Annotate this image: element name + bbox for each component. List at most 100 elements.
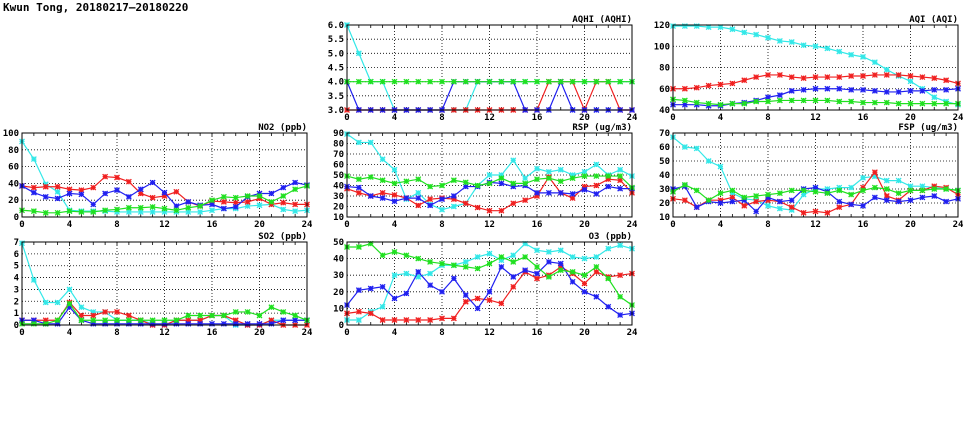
data-point-blue [462, 183, 469, 190]
data-point-green [581, 78, 588, 85]
data-point-cyan [498, 172, 505, 178]
data-point-red [860, 73, 866, 79]
data-point-blue [161, 320, 168, 327]
data-point-red [510, 283, 517, 290]
data-point-green [534, 176, 540, 183]
data-point-green [534, 78, 540, 85]
data-point-green [919, 187, 926, 194]
data-point-red [125, 178, 132, 185]
data-point-red [522, 197, 529, 204]
data-point-cyan [569, 172, 576, 178]
data-point-blue [545, 189, 552, 196]
data-point-blue [812, 184, 819, 191]
data-point-cyan [185, 209, 192, 215]
data-point-blue [931, 86, 938, 93]
data-point-cyan [379, 303, 386, 310]
data-point-blue [919, 194, 926, 201]
data-point-green [871, 184, 878, 191]
data-point-green [66, 300, 73, 307]
x-tick-label: 0 [670, 220, 675, 230]
plot-frame [21, 241, 308, 326]
data-point-green [534, 263, 540, 270]
data-point-green [185, 204, 192, 211]
data-point-cyan [800, 42, 807, 49]
data-point-blue [54, 195, 61, 202]
data-point-cyan [871, 59, 878, 66]
x-tick-label: 24 [953, 220, 964, 230]
data-point-green [617, 293, 624, 300]
y-tick-label: 30 [333, 271, 344, 281]
x-tick-label: 0 [344, 113, 349, 123]
y-tick-label: 60 [333, 161, 344, 171]
data-point-red [90, 184, 97, 191]
data-point-green [883, 99, 890, 106]
data-point-green [403, 178, 410, 185]
data-point-green [581, 272, 588, 279]
x-tick-label: 20 [579, 113, 590, 123]
data-point-cyan [705, 24, 712, 31]
x-tick-label: 16 [858, 220, 869, 230]
data-point-green [522, 253, 529, 260]
data-point-blue [125, 193, 132, 200]
data-point-green [871, 99, 878, 106]
data-point-red [403, 317, 410, 323]
data-point-cyan [415, 189, 422, 196]
data-point-red [569, 195, 576, 202]
data-point-blue [450, 193, 457, 199]
data-point-green [729, 187, 736, 194]
data-point-green [557, 78, 564, 85]
data-point-cyan [244, 203, 251, 210]
data-point-green [581, 173, 588, 180]
data-point-red [717, 81, 724, 88]
data-point-blue [355, 287, 362, 294]
x-tick-label: 24 [302, 328, 313, 338]
data-point-cyan [462, 258, 469, 265]
data-point-cyan [522, 240, 529, 247]
chart-title: NO2 (ppb) [258, 123, 307, 133]
data-point-green [102, 207, 109, 214]
data-point-green [824, 190, 831, 197]
data-point-green [860, 99, 866, 106]
data-point-green [557, 267, 564, 274]
data-point-blue [220, 320, 227, 327]
data-point-red [729, 194, 736, 201]
data-point-green [30, 320, 37, 327]
data-point-green [883, 186, 890, 192]
data-point-cyan [717, 163, 724, 170]
data-point-blue [427, 202, 434, 209]
data-point-cyan [848, 51, 855, 58]
data-point-red [788, 204, 795, 211]
data-point-red [617, 272, 624, 279]
data-point-green [427, 258, 434, 265]
data-point-green [605, 275, 612, 282]
y-tick-label: 30 [659, 185, 670, 195]
data-point-red [232, 317, 239, 324]
data-point-green [753, 98, 760, 105]
data-point-cyan [812, 43, 819, 50]
data-point-green [173, 207, 180, 214]
chart-title: O3 (ppb) [589, 232, 632, 242]
data-point-blue [161, 189, 168, 196]
data-point-green [569, 175, 576, 182]
x-tick-label: 12 [484, 220, 495, 230]
data-point-cyan [90, 308, 97, 315]
data-point-green [800, 97, 807, 104]
data-point-cyan [292, 208, 299, 215]
data-point-green [812, 188, 819, 195]
data-point-cyan [256, 202, 263, 209]
data-point-red [90, 312, 97, 319]
data-point-green [557, 178, 564, 185]
y-tick-label: 20 [333, 288, 344, 298]
data-point-blue [836, 198, 843, 205]
data-point-red [534, 193, 540, 199]
data-point-blue [883, 197, 890, 204]
data-point-red [593, 268, 600, 275]
data-point-blue [114, 187, 120, 194]
data-point-green [605, 78, 612, 85]
y-tick-label: 40 [333, 182, 344, 192]
data-point-blue [717, 200, 724, 206]
data-point-cyan [125, 209, 132, 215]
data-point-blue [185, 198, 192, 205]
data-point-green [788, 97, 795, 104]
data-point-red [439, 315, 445, 322]
